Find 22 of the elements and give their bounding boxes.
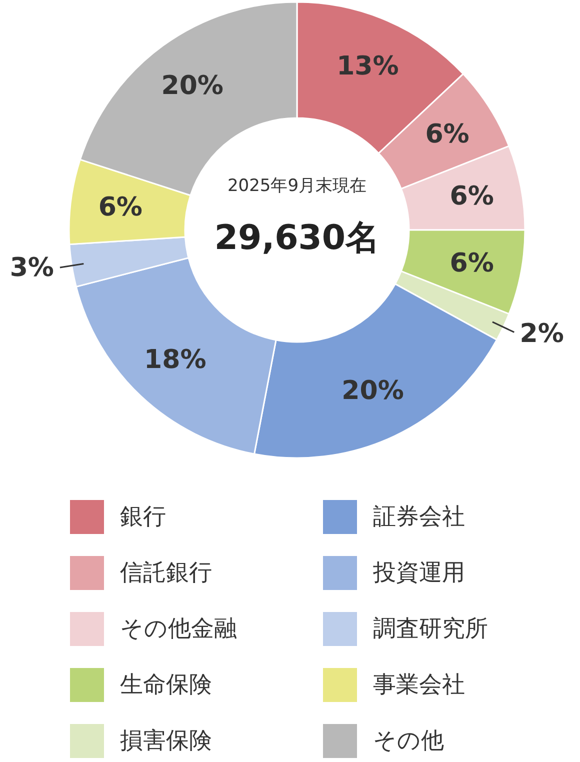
data-label: 6%: [98, 192, 142, 223]
data-label: 6%: [450, 248, 494, 278]
legend-label: 損害保険: [120, 728, 212, 754]
legend-label: 生命保険: [120, 672, 212, 698]
legend-label: 投資運用: [372, 560, 465, 586]
data-label: 13%: [336, 52, 399, 82]
data-label: 6%: [425, 120, 470, 150]
data-label: 20%: [161, 70, 224, 101]
data-label: 3%: [10, 253, 54, 284]
legend-label: その他: [373, 728, 444, 754]
data-label: 6%: [450, 182, 494, 212]
legend-label: 事業会社: [373, 672, 465, 698]
legend-label: 調査研究所: [373, 616, 488, 642]
legend-label: 銀行: [120, 504, 166, 530]
text: 2025年9月末現在: [227, 176, 367, 196]
data-label: 18%: [144, 344, 206, 375]
legend-label: 証券会社: [373, 504, 465, 530]
data-label: 2%: [520, 318, 564, 349]
legend-label: 信託銀行: [120, 560, 212, 586]
text: 29,630名: [214, 218, 380, 258]
legend-label: その他金融: [120, 616, 237, 642]
data-label: 20%: [342, 376, 404, 406]
